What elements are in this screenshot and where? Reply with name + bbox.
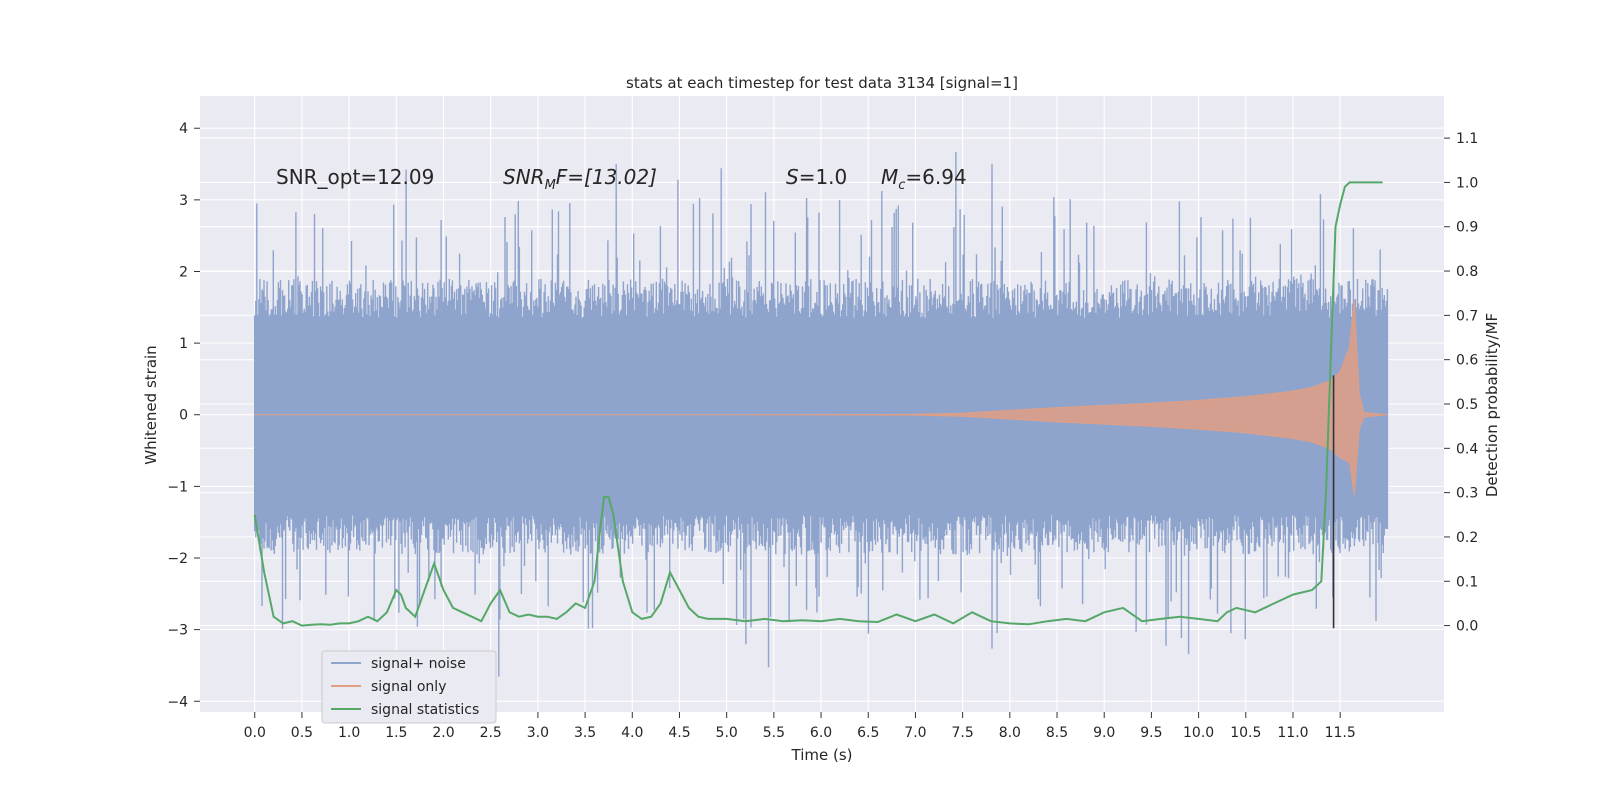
y-left-tick-label: 1 <box>179 336 188 352</box>
y-axis-left-ticks: 4 3 2 1 0 −1 −2 −3 −4 <box>167 121 200 710</box>
y-left-tick-label: −2 <box>167 551 188 567</box>
annotation-snr-opt: SNR_opt=12.09 <box>276 165 434 189</box>
x-tick-label: 10.5 <box>1230 725 1261 741</box>
snr-mf-base: SNR <box>503 165 545 189</box>
x-tick-label: 8.5 <box>1046 725 1068 741</box>
mc-rest: =6.94 <box>905 165 966 189</box>
y-axis-right-ticks: 1.1 1.0 0.9 0.8 0.7 0.6 0.5 0.4 0.3 0.2 0.1 0.0 <box>1444 131 1478 635</box>
y-left-tick-label: 0 <box>179 408 188 424</box>
annotation-snr-mf: SNRMF=[13.02] <box>503 165 657 193</box>
s-base: S <box>786 165 799 189</box>
x-axis-label: Time (s) <box>791 746 853 764</box>
legend: signal+ noise signal only signal statist… <box>321 650 497 724</box>
x-tick-label: 4.5 <box>668 725 690 741</box>
y-right-tick-label: 1.1 <box>1456 131 1478 147</box>
x-tick-label: 9.5 <box>1140 725 1162 741</box>
y-right-tick-label: 0.3 <box>1456 486 1478 502</box>
legend-box <box>321 650 497 724</box>
y-right-tick-label: 0.2 <box>1456 530 1478 546</box>
x-tick-label: 2.0 <box>432 725 454 741</box>
x-tick-label: 1.0 <box>338 725 360 741</box>
signal-only-envelope <box>254 300 1388 496</box>
s-rest: =1.0 <box>799 165 848 189</box>
legend-label-signal-noise: signal+ noise <box>371 656 466 672</box>
x-tick-label: 2.5 <box>480 725 502 741</box>
y-right-tick-label: 0.4 <box>1456 441 1478 457</box>
snr-mf-sub: M <box>545 178 556 193</box>
x-tick-label: 11.0 <box>1277 725 1308 741</box>
y-right-tick-label: 1.0 <box>1456 175 1478 191</box>
x-tick-label: 7.0 <box>904 725 926 741</box>
series-signal-only <box>254 300 1388 496</box>
signal-statistics-line <box>253 181 1383 627</box>
x-tick-label: 5.0 <box>716 725 738 741</box>
x-tick-label: 1.5 <box>385 725 407 741</box>
y-left-tick-label: −1 <box>167 479 188 495</box>
x-tick-label: 4.0 <box>621 725 643 741</box>
y-right-tick-label: 0.0 <box>1456 619 1478 635</box>
y-left-tick-label: −4 <box>167 694 188 710</box>
snr-mf-rest-f: F=[13.02] <box>556 165 657 189</box>
annotation-mc: Mc=6.94 <box>881 165 967 193</box>
series-signal-statistics <box>253 181 1383 627</box>
x-axis-ticks: 0.0 0.5 1.0 1.5 2.0 2.5 3.0 3.5 4.0 4.5 5.0 5.5 6.0 6… <box>244 712 1356 741</box>
legend-label-signal-only: signal only <box>371 679 446 695</box>
y-left-tick-label: −3 <box>167 623 188 639</box>
legend-label-signal-statistics: signal statistics <box>371 702 479 718</box>
x-tick-label: 11.5 <box>1325 725 1356 741</box>
x-tick-label: 8.0 <box>999 725 1021 741</box>
y-left-tick-label: 2 <box>179 264 188 280</box>
x-tick-label: 0.5 <box>291 725 313 741</box>
annotation-s: S=1.0 <box>786 165 847 189</box>
x-tick-label: 3.0 <box>527 725 549 741</box>
y-right-tick-label: 0.9 <box>1456 220 1478 236</box>
y-left-tick-label: 4 <box>179 121 188 137</box>
x-tick-label: 3.5 <box>574 725 596 741</box>
y-left-tick-label: 3 <box>179 193 188 209</box>
mc-sub: c <box>898 178 905 193</box>
y-right-tick-label: 0.1 <box>1456 574 1478 590</box>
y-right-tick-label: 0.8 <box>1456 264 1478 280</box>
x-tick-label: 10.0 <box>1183 725 1214 741</box>
y-right-tick-label: 0.5 <box>1456 397 1478 413</box>
x-tick-label: 9.0 <box>1093 725 1115 741</box>
y-right-tick-label: 0.7 <box>1456 308 1478 324</box>
y-axis-right-label: Detection probability/MF <box>1483 313 1501 497</box>
x-tick-label: 6.0 <box>810 725 832 741</box>
x-tick-label: 0.0 <box>244 725 266 741</box>
x-tick-label: 5.5 <box>763 725 785 741</box>
x-tick-label: 7.5 <box>952 725 974 741</box>
x-tick-label: 6.5 <box>857 725 879 741</box>
y-axis-left-label: Whitened strain <box>142 345 160 464</box>
chart-title: stats at each timestep for test data 313… <box>626 74 1018 92</box>
mc-base: M <box>881 165 898 189</box>
y-right-tick-label: 0.6 <box>1456 353 1478 369</box>
